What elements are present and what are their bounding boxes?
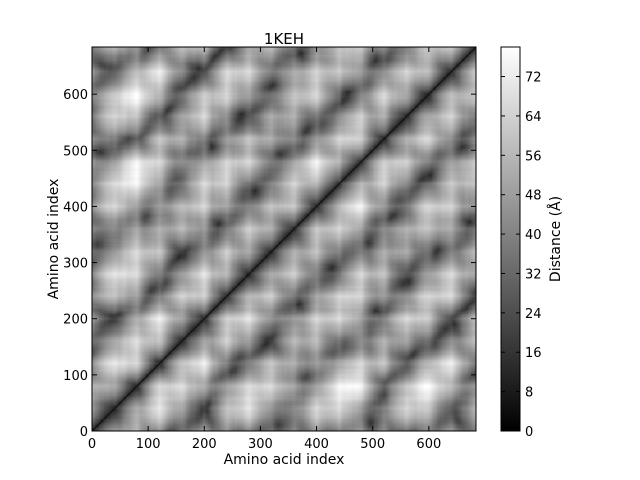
colorbar-tick-label: 0	[525, 425, 533, 440]
x-tick-label: 200	[192, 437, 217, 452]
colorbar-tick-label: 40	[525, 228, 542, 243]
x-tick-label: 0	[88, 437, 96, 452]
x-tick-label: 300	[248, 437, 273, 452]
colorbar: 0 8 16 24 32 40 48 56 64 72 Distance (Å)	[500, 46, 564, 440]
y-axis-ticks: 0 100 200 300 400 500 600	[63, 88, 476, 440]
chart-title: 1KEH	[264, 30, 304, 48]
x-tick-label: 600	[416, 437, 441, 452]
heatmap-image-wrap	[92, 47, 476, 431]
y-tick-label: 300	[63, 257, 88, 272]
x-tick-label: 100	[136, 437, 161, 452]
colorbar-tick-label: 64	[525, 110, 542, 125]
y-tick-label: 100	[63, 369, 88, 384]
colorbar-tick-label: 8	[525, 386, 533, 401]
colorbar-tick-label: 32	[525, 267, 542, 282]
colorbar-tick-label: 72	[525, 71, 542, 86]
colorbar-gradient	[500, 46, 521, 432]
y-axis-label: Amino acid index	[46, 179, 62, 300]
colorbar-tick-label: 16	[525, 346, 542, 361]
colorbar-tick-label: 56	[525, 149, 542, 164]
colorbar-label: Distance (Å)	[547, 196, 564, 282]
y-tick-label: 600	[63, 88, 88, 103]
colorbar-ticks: 0 8 16 24 32 40 48 56 64 72	[501, 71, 542, 440]
y-tick-label: 400	[63, 200, 88, 215]
x-axis-ticks: 0 100 200 300 400 500 600	[88, 47, 441, 452]
y-tick-label: 0	[80, 425, 88, 440]
y-tick-label: 500	[63, 144, 88, 159]
x-tick-label: 400	[304, 437, 329, 452]
heatmap-plot	[91, 46, 477, 432]
plot-frame	[91, 46, 477, 432]
colorbar-tick-label: 24	[525, 307, 542, 322]
distance-matrix-image	[92, 47, 476, 431]
x-tick-label: 500	[360, 437, 385, 452]
x-axis-label: Amino acid index	[224, 452, 345, 468]
y-tick-label: 200	[63, 313, 88, 328]
colorbar-tick-label: 48	[525, 189, 542, 204]
